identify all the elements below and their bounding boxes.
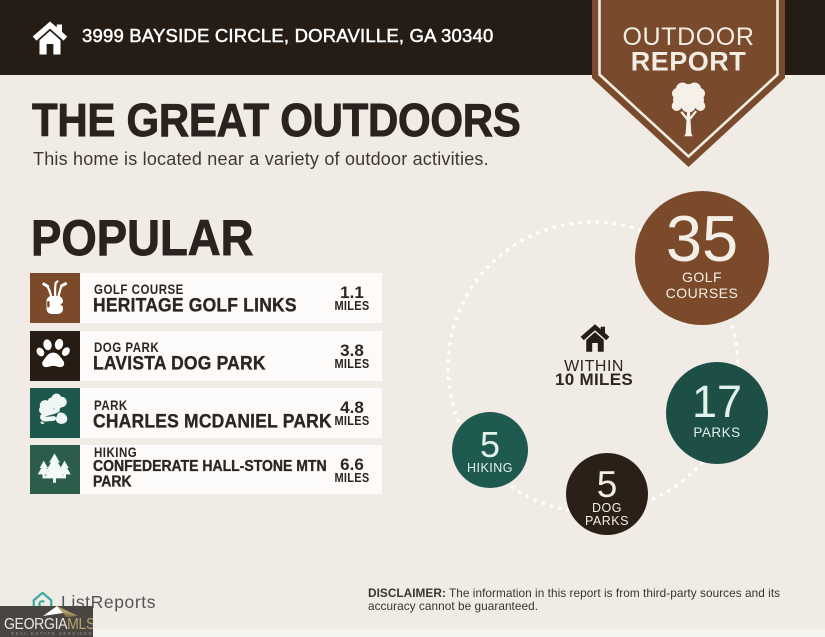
- svg-text:REPORT: REPORT: [631, 47, 747, 77]
- svg-text:GEORGIAMLS: GEORGIAMLS: [4, 615, 93, 633]
- svg-text:OUTDOOR: OUTDOOR: [623, 23, 755, 51]
- svg-text:REAL ESTATE SERVICES: REAL ESTATE SERVICES: [11, 631, 93, 636]
